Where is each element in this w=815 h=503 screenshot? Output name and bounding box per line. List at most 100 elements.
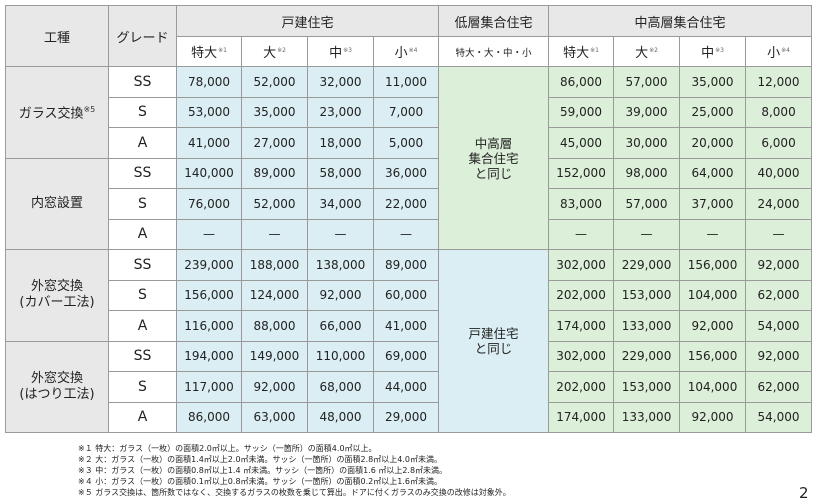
price-cell: 98,000: [613, 157, 681, 189]
price-cell: 153,000: [613, 371, 681, 403]
footnote-1: ※１ 特大：ガラス（一枚）の面積2.0㎡以上。サッシ（一箇所）の面積4.0㎡以上…: [78, 444, 377, 453]
price-cell: 133,000: [613, 310, 681, 342]
price-cell: 156,000: [176, 279, 242, 311]
price-cell: 57,000: [613, 188, 681, 220]
price-cell: 110,000: [307, 340, 374, 372]
price-cell: 69,000: [372, 340, 440, 372]
price-cell: 29,000: [372, 401, 440, 433]
price-cell: 41,000: [176, 127, 242, 159]
price-cell: 117,000: [176, 371, 242, 403]
price-cell: 152,000: [548, 157, 615, 189]
price-cell: 11,000: [372, 66, 440, 98]
price-cell: 92,000: [679, 310, 747, 342]
grade-cell: SS: [108, 157, 177, 189]
grade-cell: S: [108, 279, 177, 311]
price-cell: 35,000: [679, 66, 747, 98]
price-cell: 116,000: [176, 310, 242, 342]
price-cell: 22,000: [372, 188, 440, 220]
price-cell: 92,000: [745, 340, 813, 372]
price-cell: 104,000: [679, 279, 747, 311]
price-cell: 34,000: [307, 188, 374, 220]
header-mh-size-l: 大※2: [613, 36, 681, 67]
table-row: A 41,000 27,000 18,000 5,000 45,000 30,0…: [6, 127, 813, 159]
price-cell: 35,000: [241, 96, 308, 128]
price-cell: 20,000: [679, 127, 747, 159]
price-cell: 202,000: [548, 279, 615, 311]
grade-cell: SS: [108, 66, 177, 98]
header-size-xl: 特大※1: [176, 36, 242, 67]
price-cell: 40,000: [745, 157, 813, 189]
table-row: A 116,000 88,000 66,000 41,000 174,000 1…: [6, 310, 813, 342]
price-cell: 58,000: [307, 157, 374, 189]
header-mh-size-m: 中※3: [679, 36, 747, 67]
header-low-rise-sizes: 特大・大・中・小: [438, 36, 550, 67]
price-cell: 153,000: [613, 279, 681, 311]
category-glass-replacement: ガラス交換※5: [5, 66, 109, 159]
grade-cell: S: [108, 371, 177, 403]
price-cell: 68,000: [307, 371, 374, 403]
header-mh-size-xl: 特大※1: [548, 36, 615, 67]
table-row: S 76,000 52,000 34,000 22,000 83,000 57,…: [6, 188, 813, 220]
price-cell: 39,000: [613, 96, 681, 128]
price-cell: 86,000: [548, 66, 615, 98]
price-cell: 174,000: [548, 310, 615, 342]
footnotes: ※１ 特大：ガラス（一枚）の面積2.0㎡以上。サッシ（一箇所）の面積4.0㎡以上…: [78, 443, 511, 498]
price-cell: 149,000: [241, 340, 308, 372]
price-cell: 92,000: [241, 371, 308, 403]
footnote-2: ※２ 大：ガラス（一枚）の面積1.4㎡以上2.0㎡未満。サッシ（一箇所）の面積2…: [78, 455, 442, 464]
price-cell: —: [613, 218, 681, 250]
header-grade: グレード: [108, 5, 177, 67]
price-cell: 54,000: [745, 401, 813, 433]
table-row: A — — — — — — — —: [6, 218, 813, 250]
price-cell: 62,000: [745, 371, 813, 403]
header-low-rise: 低層集合住宅: [438, 5, 550, 37]
table-row: 外窓交換 (カバー工法) SS 239,000 188,000 138,000 8…: [5, 249, 813, 433]
price-cell: 6,000: [745, 127, 813, 159]
price-cell: 25,000: [679, 96, 747, 128]
category-inner-window: 内窓設置: [5, 157, 109, 250]
price-cell: 27,000: [241, 127, 308, 159]
price-cell: 64,000: [679, 157, 747, 189]
price-cell: 32,000: [307, 66, 374, 98]
header-mh-size-s: 小※4: [745, 36, 813, 67]
grade-cell: S: [108, 188, 177, 220]
price-cell: —: [176, 218, 242, 250]
table-row: S 53,000 35,000 23,000 7,000 59,000 39,0…: [6, 96, 813, 128]
price-cell: 12,000: [745, 66, 813, 98]
price-cell: 124,000: [241, 279, 308, 311]
price-cell: 76,000: [176, 188, 242, 220]
price-cell: 133,000: [613, 401, 681, 433]
category-outer-window-cover: 外窓交換 (カバー工法): [5, 249, 109, 342]
header-work-type: 工種: [5, 5, 109, 67]
price-cell: 8,000: [745, 96, 813, 128]
price-cell: 89,000: [241, 157, 308, 189]
header-size-l: 大※2: [241, 36, 308, 67]
footnote-4: ※４ 小：ガラス（一枚）の面積0.1㎡以上0.8㎡未満。サッシ（一箇所）の面積0…: [78, 477, 442, 486]
low-rise-same-as-detached: 戸建住宅 と同じ: [438, 249, 550, 433]
price-cell: 7,000: [372, 96, 440, 128]
price-cell: 23,000: [307, 96, 374, 128]
page-number: 2: [799, 484, 809, 502]
header-mid-high-rise: 中高層集合住宅: [548, 5, 813, 37]
price-cell: 63,000: [241, 401, 308, 433]
grade-cell: SS: [108, 249, 177, 281]
price-cell: 156,000: [679, 249, 747, 281]
price-cell: 24,000: [745, 188, 813, 220]
header-size-m: 中※3: [307, 36, 374, 67]
table-row: ガラス交換※5 SS 78,000 52,000 32,000 11,000 中…: [5, 66, 813, 250]
price-cell: —: [307, 218, 374, 250]
price-cell: 54,000: [745, 310, 813, 342]
price-cell: 36,000: [372, 157, 440, 189]
price-cell: 229,000: [613, 249, 681, 281]
price-cell: 174,000: [548, 401, 615, 433]
price-table: 工種 グレード 戸建住宅 低層集合住宅 中高層集合住宅 特大※1 大※2 中※3…: [5, 5, 813, 433]
price-cell: 62,000: [745, 279, 813, 311]
grade-cell: A: [108, 401, 177, 433]
price-cell: 86,000: [176, 401, 242, 433]
header-detached-house: 戸建住宅: [175, 5, 440, 37]
price-cell: 302,000: [548, 249, 615, 281]
price-cell: 44,000: [372, 371, 440, 403]
header-size-s: 小※4: [372, 36, 440, 67]
price-cell: —: [745, 218, 813, 250]
price-cell: 5,000: [372, 127, 440, 159]
